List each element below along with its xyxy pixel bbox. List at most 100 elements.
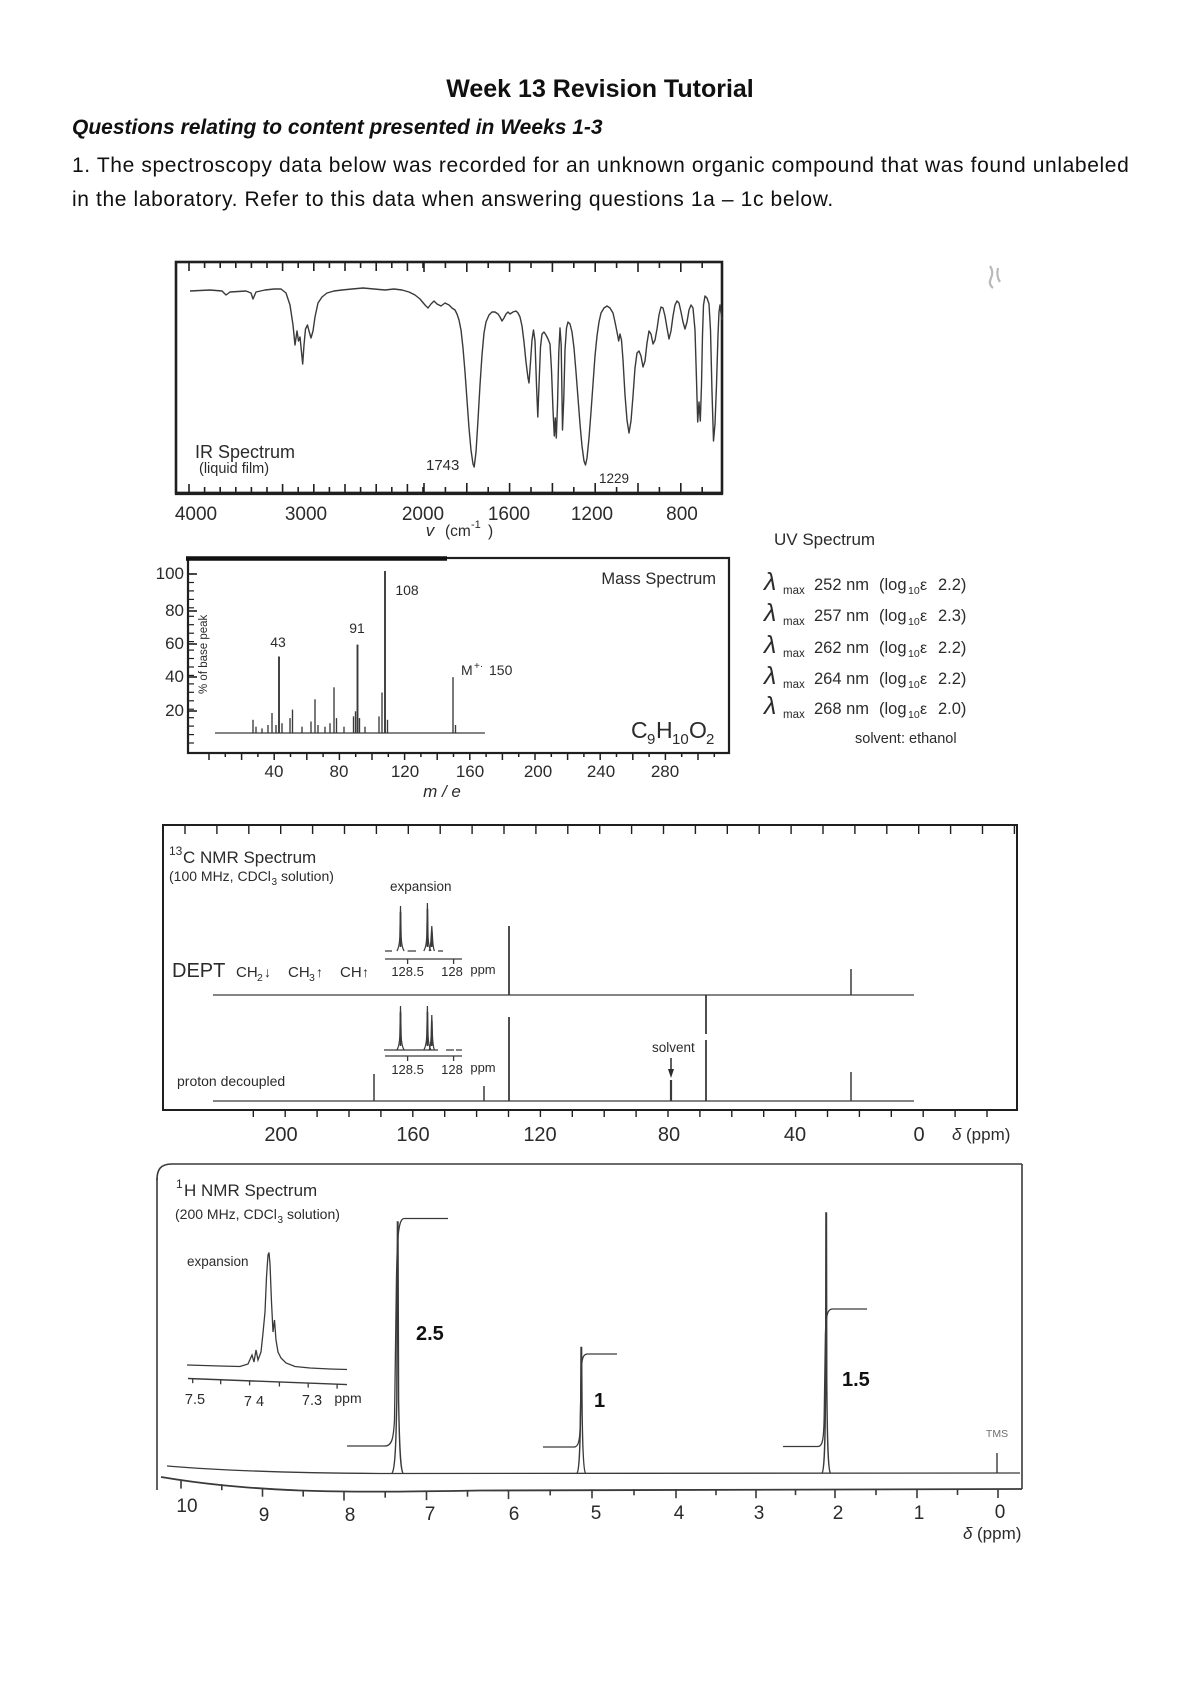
svg-text:max: max	[783, 585, 805, 597]
svg-text:↑: ↑	[316, 964, 323, 980]
svg-text:128.5: 128.5	[391, 964, 424, 979]
svg-text:ε: ε	[920, 701, 927, 718]
svg-text:(log: (log	[879, 670, 907, 688]
svg-text:60: 60	[165, 634, 184, 653]
svg-text:10: 10	[908, 616, 920, 628]
svg-text:m / e: m / e	[423, 782, 461, 801]
svg-text:2: 2	[706, 731, 714, 748]
svg-text:(log: (log	[879, 607, 907, 625]
svg-text:200: 200	[264, 1124, 297, 1146]
svg-text:(100 MHz, CDCl: (100 MHz, CDCl	[169, 868, 271, 884]
svg-text:7.3: 7.3	[302, 1393, 322, 1409]
svg-text:ppm: ppm	[470, 962, 495, 977]
svg-text:% of base peak: % of base peak	[198, 614, 210, 694]
svg-text:δ: δ	[952, 1125, 962, 1144]
svg-text:1: 1	[594, 1390, 605, 1412]
svg-text:3: 3	[278, 1215, 284, 1226]
svg-text:8: 8	[345, 1505, 356, 1526]
svg-text:↑: ↑	[362, 964, 369, 980]
svg-text:Mass Spectrum: Mass Spectrum	[601, 570, 716, 588]
svg-text:5: 5	[591, 1503, 602, 1524]
svg-text:3: 3	[272, 877, 278, 888]
svg-text:2: 2	[257, 972, 263, 984]
svg-text:v: v	[426, 521, 436, 540]
svg-text:ε: ε	[920, 640, 927, 657]
svg-text:solution): solution)	[281, 868, 334, 884]
svg-text:10: 10	[908, 679, 920, 691]
svg-text:40: 40	[165, 667, 184, 686]
svg-text:2.2): 2.2)	[938, 639, 966, 657]
svg-text:solution): solution)	[287, 1206, 340, 1222]
svg-text:3000: 3000	[285, 504, 327, 525]
svg-text:proton decoupled: proton decoupled	[177, 1073, 285, 1089]
svg-text:160: 160	[456, 762, 484, 781]
svg-text:10: 10	[908, 648, 920, 660]
svg-text:1: 1	[914, 1503, 925, 1524]
svg-text:(log: (log	[879, 639, 907, 657]
svg-text:ppm: ppm	[470, 1060, 495, 1075]
svg-text:80: 80	[330, 762, 349, 781]
svg-text:91: 91	[349, 620, 365, 636]
svg-text:M: M	[461, 662, 473, 678]
svg-text:43: 43	[270, 634, 286, 650]
svg-text:C: C	[631, 717, 648, 743]
svg-text:λ: λ	[762, 662, 776, 690]
svg-text:100: 100	[156, 564, 184, 583]
svg-text:solvent: solvent	[652, 1040, 695, 1055]
svg-text:ε: ε	[920, 671, 927, 688]
svg-text:2.3): 2.3)	[938, 607, 966, 625]
svg-text:ppm: ppm	[334, 1390, 361, 1406]
svg-text:1229: 1229	[599, 471, 629, 486]
svg-text:IR Spectrum: IR Spectrum	[195, 442, 295, 462]
svg-text:13: 13	[169, 844, 183, 858]
svg-text:2.0): 2.0)	[938, 700, 966, 718]
svg-text:2000: 2000	[402, 504, 444, 525]
svg-text:λ: λ	[762, 599, 776, 627]
svg-text:1600: 1600	[488, 504, 530, 525]
svg-text:40: 40	[265, 762, 284, 781]
svg-text:2.2): 2.2)	[938, 576, 966, 594]
svg-text:λ: λ	[762, 568, 776, 596]
svg-text:10: 10	[908, 585, 920, 597]
svg-text:10: 10	[672, 731, 689, 748]
svg-text:200: 200	[524, 762, 552, 781]
svg-text:(log: (log	[879, 576, 907, 594]
svg-text:C NMR Spectrum: C NMR Spectrum	[183, 848, 316, 867]
svg-text:150: 150	[489, 662, 513, 678]
svg-text:1200: 1200	[571, 504, 613, 525]
svg-text:0: 0	[913, 1124, 924, 1146]
svg-text:expansion: expansion	[390, 879, 452, 894]
svg-text:(200 MHz, CDCl: (200 MHz, CDCl	[175, 1206, 277, 1222]
svg-text:128: 128	[441, 964, 463, 979]
svg-text:40: 40	[784, 1124, 806, 1146]
svg-text:DEPT: DEPT	[172, 960, 225, 982]
svg-text:257 nm: 257 nm	[814, 607, 869, 625]
svg-text:10: 10	[908, 709, 920, 721]
svg-text:1.5: 1.5	[842, 1369, 870, 1391]
svg-text:solvent: ethanol: solvent: ethanol	[855, 731, 957, 747]
svg-text:264 nm: 264 nm	[814, 670, 869, 688]
svg-text:7: 7	[425, 1504, 436, 1525]
svg-text:UV Spectrum: UV Spectrum	[774, 530, 875, 549]
svg-text:ε: ε	[920, 577, 927, 594]
svg-text:252 nm: 252 nm	[814, 576, 869, 594]
svg-text:max: max	[783, 709, 805, 721]
svg-text:TMS: TMS	[986, 1428, 1008, 1440]
svg-text:CH: CH	[236, 964, 258, 981]
svg-text:108: 108	[395, 582, 419, 598]
svg-text:2.5: 2.5	[416, 1323, 444, 1345]
svg-text:λ: λ	[762, 692, 776, 720]
svg-text:7.5: 7.5	[185, 1392, 205, 1408]
svg-text:(ppm): (ppm)	[977, 1524, 1021, 1543]
svg-text:128.5: 128.5	[391, 1062, 424, 1077]
svg-text:262 nm: 262 nm	[814, 639, 869, 657]
svg-text:-1: -1	[471, 519, 481, 531]
svg-text:9: 9	[647, 731, 655, 748]
svg-text:9: 9	[259, 1505, 270, 1526]
svg-text:1743: 1743	[426, 457, 459, 474]
svg-text:H: H	[656, 717, 673, 743]
svg-text:10: 10	[176, 1496, 197, 1517]
svg-text:max: max	[783, 616, 805, 628]
svg-text:(cm: (cm	[445, 523, 471, 540]
svg-text:1: 1	[176, 1177, 183, 1191]
